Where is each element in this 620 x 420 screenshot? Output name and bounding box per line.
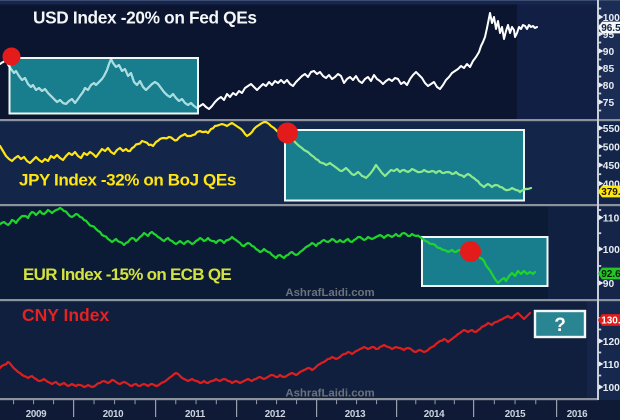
svg-text:95: 95 [603, 30, 615, 41]
svg-text:AshrafLaidi.com: AshrafLaidi.com [285, 287, 374, 299]
svg-text:2016: 2016 [567, 409, 588, 420]
svg-text:90: 90 [603, 47, 615, 58]
svg-text:75: 75 [603, 98, 615, 109]
svg-text:80: 80 [603, 81, 615, 92]
svg-text:2013: 2013 [345, 409, 366, 420]
svg-text:500: 500 [603, 142, 620, 153]
svg-text:120: 120 [603, 337, 620, 348]
svg-text:90: 90 [603, 279, 615, 290]
svg-text:CNY Index: CNY Index [22, 305, 109, 325]
svg-text:92.6: 92.6 [601, 269, 620, 280]
svg-text:2015: 2015 [505, 409, 526, 420]
svg-text:JPY Index -32% on BoJ QEs: JPY Index -32% on BoJ QEs [19, 171, 236, 190]
svg-text:?: ? [554, 315, 566, 336]
svg-text:96.5: 96.5 [601, 23, 620, 34]
svg-text:110: 110 [603, 213, 620, 224]
svg-text:85: 85 [603, 64, 615, 75]
svg-text:2012: 2012 [265, 409, 286, 420]
svg-text:EUR Index -15% on ECB QE: EUR Index -15% on ECB QE [23, 265, 231, 284]
svg-text:130.: 130. [601, 316, 620, 327]
svg-text:379.: 379. [601, 187, 620, 198]
svg-text:2011: 2011 [185, 409, 206, 420]
svg-text:2009: 2009 [26, 409, 47, 420]
svg-text:450: 450 [603, 161, 620, 172]
svg-text:400: 400 [603, 179, 620, 190]
svg-text:100: 100 [603, 13, 620, 24]
svg-text:110: 110 [603, 360, 620, 371]
svg-text:USD Index -20% on Fed QEs: USD Index -20% on Fed QEs [33, 8, 257, 28]
svg-text:2014: 2014 [424, 409, 445, 420]
svg-text:550: 550 [603, 124, 620, 135]
svg-text:100: 100 [603, 383, 620, 394]
svg-text:AshrafLaidi.com: AshrafLaidi.com [285, 388, 374, 400]
svg-text:100: 100 [603, 245, 620, 256]
svg-text:2010: 2010 [103, 409, 124, 420]
